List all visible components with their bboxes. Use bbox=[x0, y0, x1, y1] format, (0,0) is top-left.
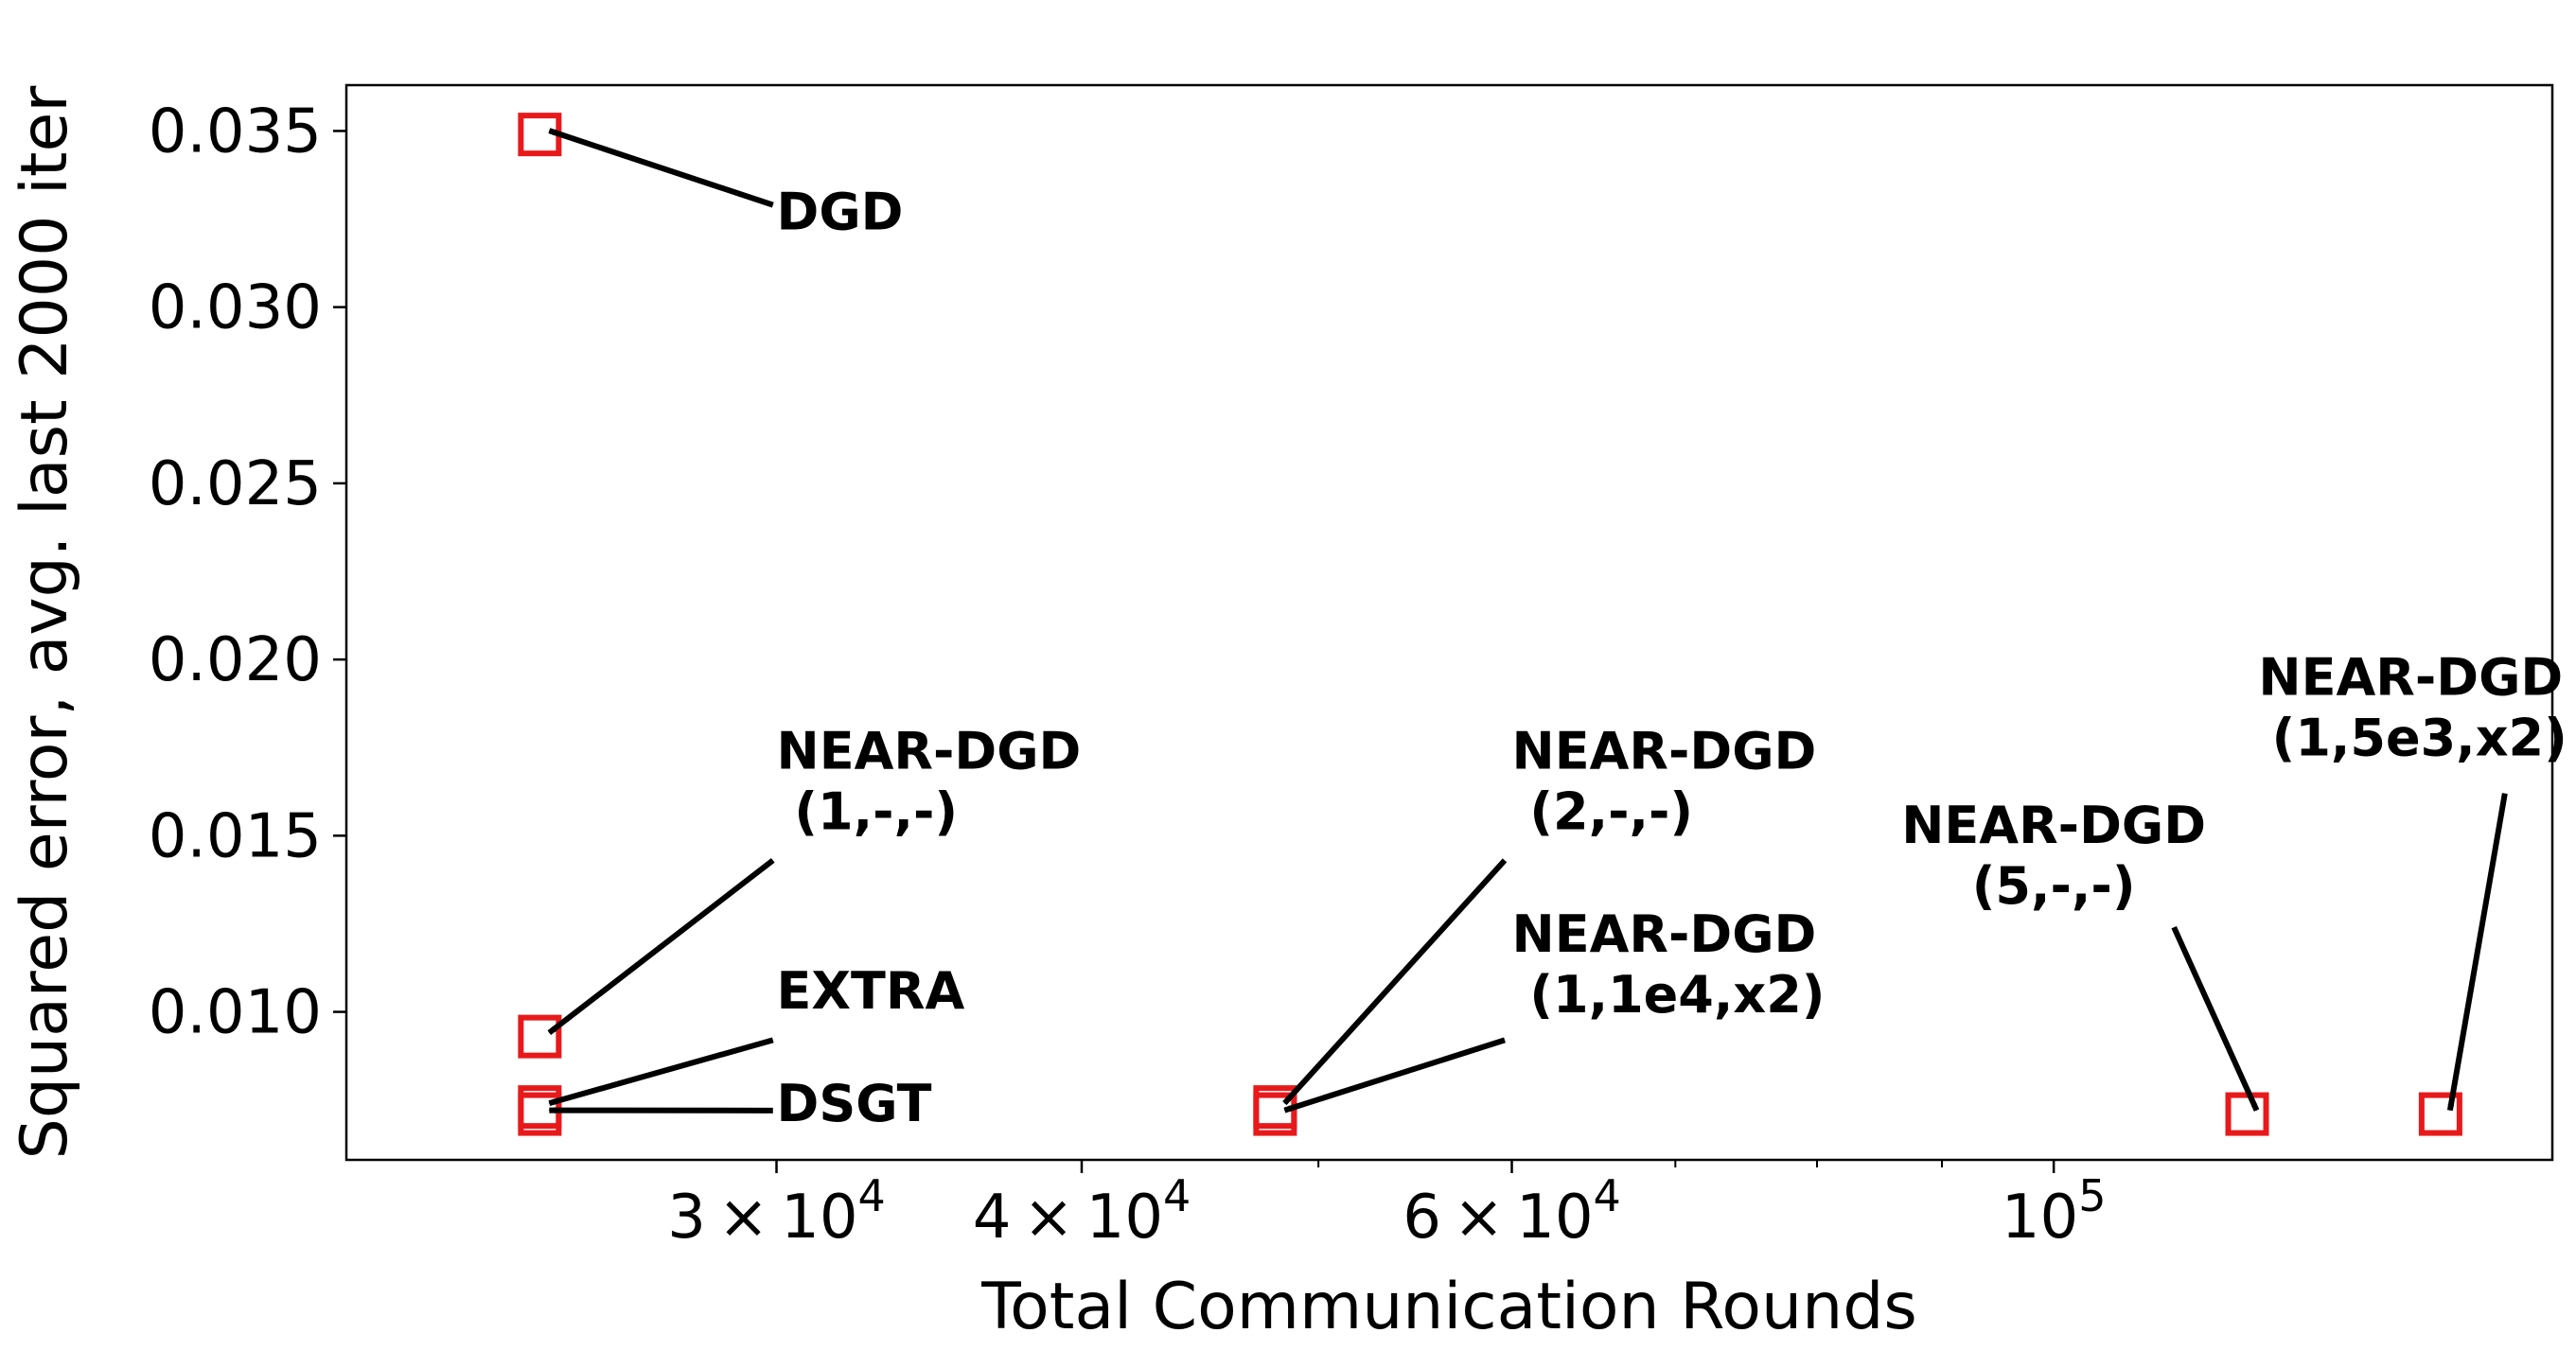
x-tick-label: 6 × 104 bbox=[1403, 1170, 1621, 1253]
annotation: NEAR-DGD (2,-,-) bbox=[1282, 722, 1817, 1106]
annotation-label: NEAR-DGD (1,5e3,x2) bbox=[2254, 647, 2567, 767]
annotation: NEAR-DGD (1,-,-) bbox=[547, 722, 1082, 1036]
y-tick-label: 0.010 bbox=[149, 978, 322, 1048]
annotation-arrow bbox=[2446, 793, 2508, 1112]
annotations: DGD NEAR-DGD (1,-,-) EXTRA DSGT NEAR-DGD (2,… bbox=[547, 128, 2567, 1133]
data-point-marker bbox=[2225, 1092, 2269, 1136]
annotation-label: NEAR-DGD (2,-,-) bbox=[1512, 722, 1817, 842]
x-tick-label: 3 × 104 bbox=[667, 1170, 886, 1253]
annotation: EXTRA bbox=[548, 961, 965, 1107]
y-tick-label: 0.025 bbox=[149, 449, 322, 519]
annotation-arrow bbox=[2171, 925, 2260, 1112]
annotation: NEAR-DGD (5,-,-) bbox=[1901, 796, 2260, 1112]
data-point-marker bbox=[1253, 1092, 1297, 1136]
annotation: DSGT bbox=[548, 1074, 932, 1133]
annotation: DGD bbox=[548, 128, 904, 242]
annotation-label: NEAR-DGD (5,-,-) bbox=[1901, 796, 2206, 916]
annotation-arrow bbox=[548, 1037, 774, 1107]
x-tick-label: 4 × 104 bbox=[973, 1170, 1191, 1253]
annotation-arrow bbox=[547, 858, 775, 1036]
data-point-marker bbox=[2418, 1092, 2462, 1136]
y-tick-label: 0.020 bbox=[149, 625, 322, 695]
data-point-marker bbox=[518, 1014, 562, 1059]
annotation-arrow bbox=[1282, 858, 1508, 1106]
annotation-label: NEAR-DGD (1,1e4,x2) bbox=[1512, 904, 1826, 1025]
annotation-label: EXTRA bbox=[777, 961, 965, 1021]
data-point-marker bbox=[518, 1092, 562, 1136]
annotation-label: NEAR-DGD (1,-,-) bbox=[777, 722, 1082, 842]
y-tick-label: 0.035 bbox=[149, 96, 322, 167]
y-axis-label: Squared error, avg. last 2000 iter bbox=[8, 86, 82, 1160]
annotation-label: DSGT bbox=[777, 1074, 932, 1133]
annotation-arrow bbox=[1283, 1037, 1506, 1114]
y-tick-label: 0.015 bbox=[149, 801, 322, 871]
y-tick-label: 0.030 bbox=[149, 273, 322, 343]
axis-ticks: 0.010 0.015 0.020 0.025 0.030 0.035 3 × 104 4 ×… bbox=[149, 96, 2107, 1253]
annotation: NEAR-DGD (1,5e3,x2) bbox=[2254, 647, 2567, 1112]
annotation-label: DGD bbox=[777, 183, 904, 242]
plot-area-frame bbox=[344, 83, 2554, 1162]
annotation: NEAR-DGD (1,1e4,x2) bbox=[1283, 904, 1826, 1114]
annotation-arrow bbox=[548, 128, 774, 208]
x-axis-label: Total Communication Rounds bbox=[980, 1270, 1917, 1344]
x-tick-label: 105 bbox=[2002, 1170, 2107, 1253]
